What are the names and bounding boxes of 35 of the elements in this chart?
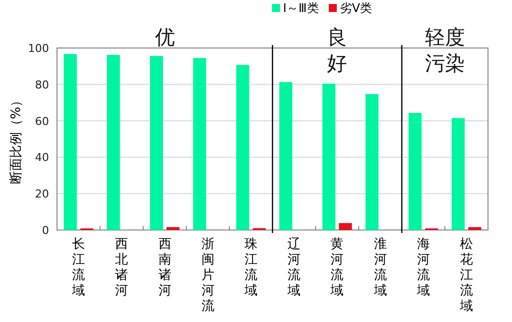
annotation: 轻度污染	[424, 25, 465, 75]
bar	[408, 112, 422, 230]
x-tick-label: 辽河流域	[286, 237, 301, 298]
x-tick-label: 长江流域	[71, 237, 86, 298]
y-tick-label: 60	[35, 114, 49, 128]
bar	[452, 118, 465, 230]
x-tick-label: 松花江流域	[458, 237, 473, 314]
x-tick-label: 淮河流域	[372, 237, 387, 298]
bar	[322, 84, 336, 230]
bar	[166, 227, 180, 230]
y-tick-label: 0	[42, 224, 49, 237]
y-tick-label: 100	[28, 42, 49, 55]
bar	[193, 58, 206, 230]
annotation: 良好	[327, 25, 348, 75]
legend-label: Ⅰ～Ⅲ类	[283, 1, 319, 15]
x-tick-label: 海河流域	[416, 237, 430, 298]
x-tick-label: 西南诸河	[158, 237, 172, 298]
legend-label: 劣Ⅴ类	[340, 1, 372, 15]
y-tick-label: 80	[35, 78, 49, 92]
x-tick-label: 珠江流域	[243, 237, 258, 298]
bar	[366, 94, 378, 230]
bar	[338, 223, 352, 230]
bar	[106, 54, 120, 230]
bar	[236, 64, 250, 230]
bar	[64, 54, 77, 230]
x-tick-label: 西北诸河	[115, 237, 128, 298]
x-tick-label: 浙闽片河流	[201, 237, 214, 314]
annotation: 优	[154, 25, 175, 49]
y-axis-title: 断面比例（%）	[9, 94, 24, 184]
bar	[150, 56, 163, 230]
y-tick-label: 20	[35, 188, 49, 201]
bar	[279, 82, 292, 230]
y-tick-label: 40	[35, 151, 49, 164]
x-tick-label: 黄河流域	[330, 237, 344, 298]
bar	[468, 227, 482, 230]
